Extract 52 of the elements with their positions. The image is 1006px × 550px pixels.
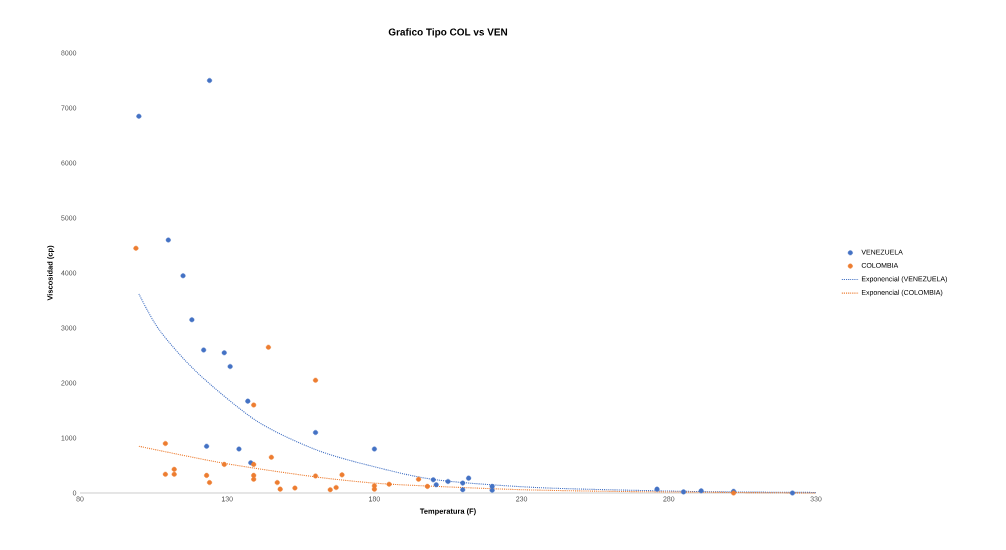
point — [371, 446, 377, 452]
point — [265, 344, 271, 350]
point — [274, 480, 280, 486]
point — [207, 78, 213, 83]
point — [430, 477, 436, 483]
line-series — [138, 445, 817, 494]
point — [251, 472, 257, 478]
point — [654, 486, 660, 492]
point — [180, 273, 186, 279]
point — [460, 487, 466, 493]
point — [171, 471, 177, 477]
point — [386, 481, 392, 487]
point — [681, 489, 687, 495]
point — [204, 472, 210, 478]
point — [201, 347, 207, 353]
point — [221, 461, 227, 467]
point — [251, 402, 257, 408]
point — [251, 476, 257, 482]
point — [136, 113, 142, 119]
point — [433, 482, 439, 488]
point — [277, 486, 283, 492]
point — [313, 430, 319, 435]
point — [339, 472, 345, 478]
point — [245, 398, 251, 404]
line-series — [138, 293, 817, 493]
point — [162, 471, 168, 477]
point — [460, 480, 466, 486]
point — [313, 377, 319, 383]
point — [327, 487, 333, 493]
point — [189, 317, 195, 323]
point — [333, 485, 339, 490]
point — [162, 441, 168, 446]
point — [424, 483, 430, 489]
point — [698, 488, 704, 494]
point — [221, 350, 227, 356]
point — [789, 490, 795, 496]
point — [171, 466, 177, 472]
point — [466, 475, 472, 481]
point — [133, 245, 139, 251]
point — [489, 487, 495, 493]
point — [445, 478, 451, 484]
point — [204, 443, 210, 449]
point — [227, 364, 233, 369]
point — [165, 237, 171, 243]
point — [207, 480, 213, 486]
chart-title: Grafico Tipo COL vs VEN — [388, 28, 508, 38]
point — [313, 473, 319, 479]
point — [292, 485, 298, 491]
point — [236, 446, 242, 452]
point — [489, 483, 495, 489]
point — [416, 476, 422, 482]
point — [268, 454, 274, 460]
